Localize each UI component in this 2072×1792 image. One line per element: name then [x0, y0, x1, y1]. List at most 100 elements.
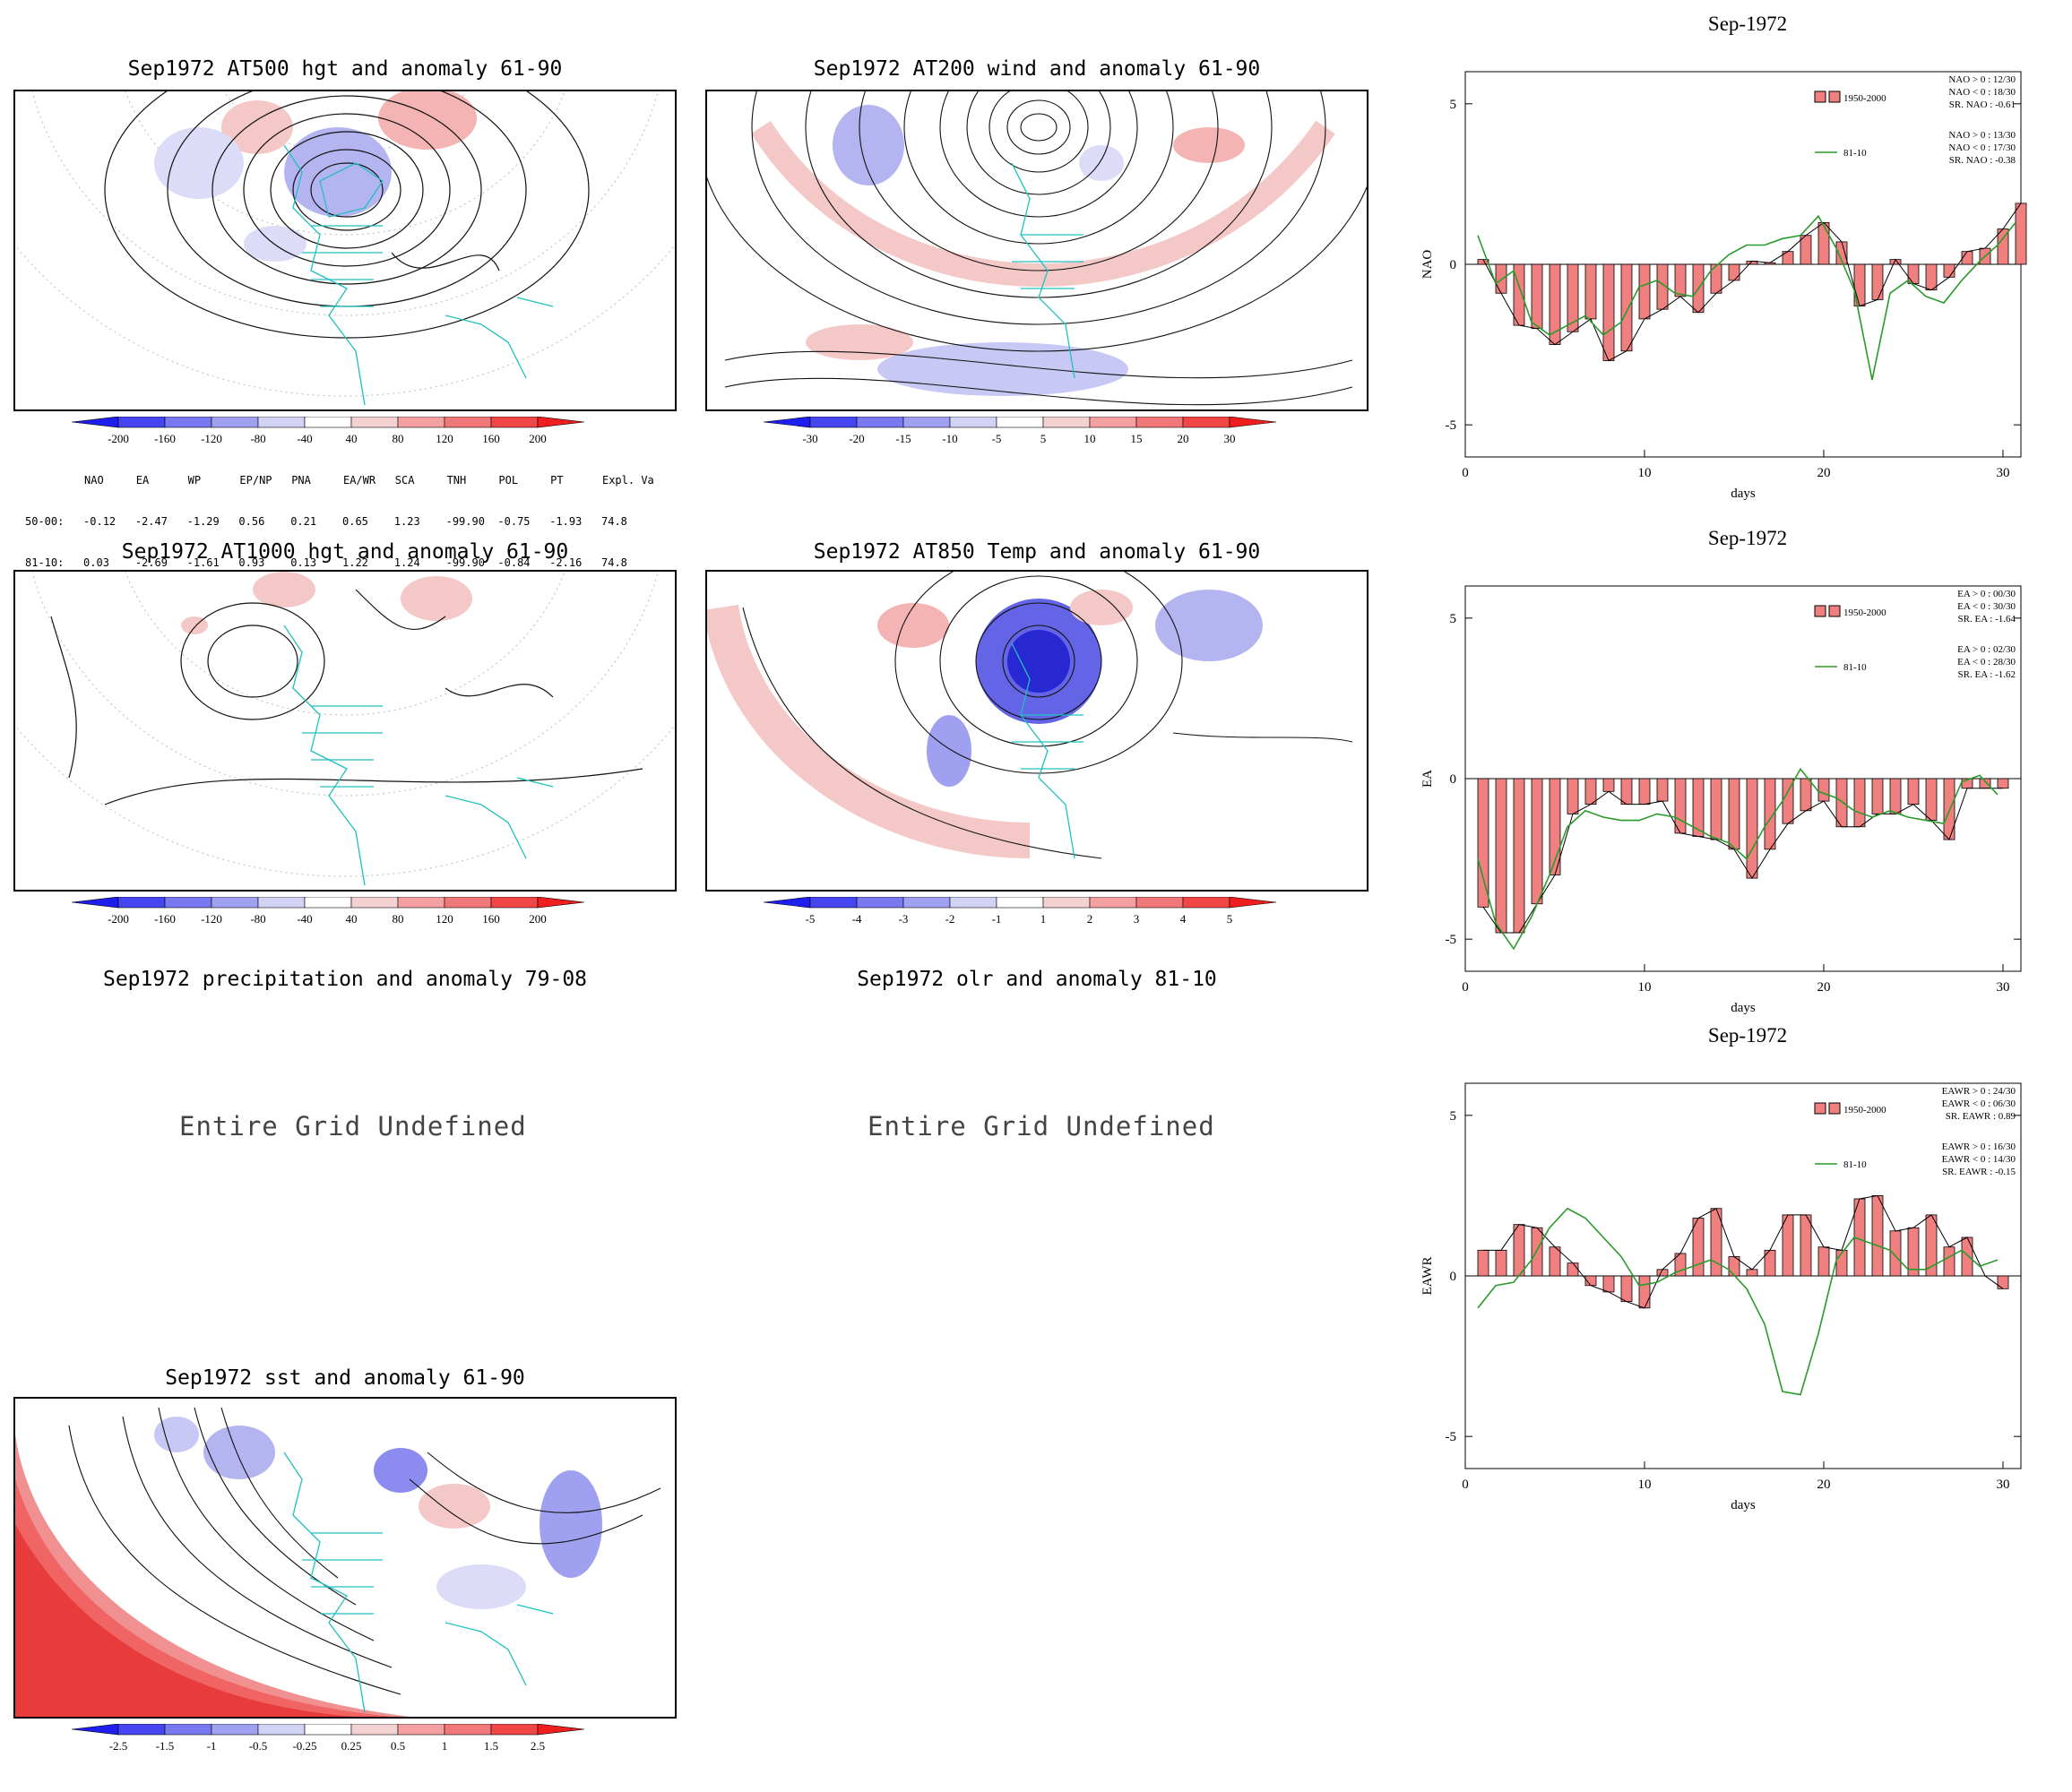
colorbar-swatch: [211, 417, 259, 428]
y-tick-label: 0: [1450, 1270, 1457, 1284]
bar: [1800, 235, 1812, 265]
colorbar-z1000: -200 -160 -120 -80 -40 40 80 120 160 200: [71, 897, 585, 926]
bar: [1602, 263, 1615, 361]
colorbar-swatch: [211, 1724, 259, 1736]
colorbar-swatch: [490, 897, 539, 909]
chart-title-ea: Sep-1972: [1707, 527, 1788, 549]
bar: [1638, 1275, 1651, 1309]
colorbar-tick-label: 40: [346, 432, 358, 445]
bar: [1943, 1246, 1955, 1277]
bar: [1728, 778, 1740, 850]
colorbar-swatch: [1089, 417, 1137, 428]
colorbar-tick-label: -5: [806, 912, 816, 926]
bar: [1495, 263, 1507, 294]
bar: [1620, 263, 1633, 352]
legend-stat: NAO < 0 : 18/30: [1948, 87, 2016, 98]
colorbar-sst: -2.5 -1.5 -1 -0.5 -0.25 0.25 0.5 1 1.5 2.5: [71, 1724, 585, 1753]
colorbar-swatch: [211, 897, 259, 909]
chart-eawr: 0 10 20 30 5 0 -5 days EAWR 1950-2000 81-10 EAWR > …: [1420, 1082, 2022, 1512]
teleconnection-header: NAO EA WP EP/NP PNA EA/WR SCA TNH POL PT…: [84, 474, 654, 487]
map-title-sst: Sep1972 sst and anomaly 61-90: [165, 1366, 525, 1390]
colorbar-tick-label: -120: [201, 432, 222, 445]
bar: [1907, 1227, 1920, 1277]
bar: [1871, 263, 1884, 300]
bar: [1531, 778, 1543, 905]
x-tick-label: 20: [1817, 1478, 1831, 1492]
colorbar-swatch: [444, 897, 492, 909]
y-axis-label: EA: [1420, 770, 1435, 788]
colorbar-arrow-left: [71, 417, 119, 428]
bar: [1925, 778, 1938, 821]
x-tick-label: 30: [1997, 466, 2010, 480]
bar: [1853, 778, 1866, 828]
bar: [1710, 778, 1722, 840]
map-title-z500: Sep1972 AT500 hgt and anomaly 61-90: [127, 57, 563, 81]
legend-bar-swatch: [1814, 1102, 1826, 1115]
colorbar-swatch: [164, 897, 212, 909]
colorbar-tick-label: 4: [1180, 912, 1187, 926]
colorbar-swatch: [304, 417, 352, 428]
map-z1000-plot: [15, 572, 675, 886]
bar: [1997, 1275, 2009, 1289]
legend-stat: NAO > 0 : 12/30: [1948, 74, 2016, 85]
bar: [1997, 778, 2009, 789]
map-z1000: [13, 570, 677, 892]
colorbar-tick-label: -200: [108, 912, 129, 926]
colorbar-arrow-right: [1229, 897, 1277, 909]
colorbar-swatch: [1089, 897, 1137, 909]
colorbar-tick-label: 40: [346, 912, 358, 926]
map-title-z1000: Sep1972 AT1000 hgt and anomaly 61-90: [121, 540, 569, 564]
x-tick-label: 20: [1817, 466, 1831, 480]
colorbar-swatch: [902, 417, 951, 428]
colorbar-swatch: [257, 1724, 306, 1736]
bar: [1746, 778, 1758, 879]
bar: [1800, 1214, 1812, 1277]
series-line-81-10: [1477, 1207, 1999, 1396]
colorbar-swatch: [996, 417, 1044, 428]
colorbar-swatch: [304, 897, 352, 909]
bar: [1907, 778, 1920, 806]
bar: [1638, 778, 1651, 806]
legend-bar-swatch: [1814, 90, 1826, 103]
teleconnection-row: 50-00: -0.12 -2.47 -1.29 0.56 0.21 0.65 …: [25, 515, 653, 528]
legend-stat: EA < 0 : 30/30: [1957, 601, 2016, 612]
x-axis-label: days: [1731, 487, 1756, 501]
bar: [1620, 778, 1633, 806]
colorbar-tick-label: -20: [849, 432, 864, 445]
y-tick-label: 0: [1450, 258, 1457, 272]
y-tick-label: 5: [1450, 612, 1457, 626]
colorbar-tick-label: -200: [108, 432, 129, 445]
colorbar-t850: -5 -4 -3 -2 -1 1 2 3 4 5: [763, 897, 1277, 926]
map-title-olr: Sep1972 olr and anomaly 81-10: [857, 968, 1217, 991]
colorbar-swatch: [444, 1724, 492, 1736]
colorbar-tick-label: -2: [945, 912, 955, 926]
bar: [1531, 1227, 1543, 1277]
colorbar-tick-label: 120: [436, 912, 453, 926]
colorbar-tick-label: 1: [442, 1739, 448, 1753]
x-tick-label: 0: [1462, 980, 1469, 995]
bar: [1961, 1236, 1973, 1277]
y-tick-label: 5: [1450, 1109, 1457, 1124]
bar: [1889, 778, 1902, 814]
colorbar-tick-label: 5: [1040, 432, 1047, 445]
colorbar-arrow-left: [763, 417, 811, 428]
legend-bar-swatch: [1828, 90, 1841, 103]
bar: [1800, 778, 1812, 812]
legend-stat: SR. NAO : -0.38: [1949, 155, 2016, 166]
legend-stat: SR. EAWR : 0.89: [1946, 1111, 2016, 1122]
colorbar-swatch: [397, 897, 445, 909]
bar-envelope-line: [1483, 1194, 2004, 1309]
colorbar-tick-label: 0.25: [341, 1739, 362, 1753]
colorbar-arrow-right: [1229, 417, 1277, 428]
chart-title-eawr: Sep-1972: [1707, 1024, 1788, 1047]
legend-stat: EAWR < 0 : 06/30: [1942, 1098, 2016, 1109]
colorbar-swatch: [1042, 897, 1091, 909]
bar: [1513, 778, 1525, 934]
legend-bar-label: 1950-2000: [1843, 1105, 1886, 1116]
colorbar-tick-label: 80: [393, 912, 404, 926]
legend-stat: EA > 0 : 00/30: [1957, 589, 2016, 599]
colorbar-swatch: [397, 1724, 445, 1736]
colorbar-tick-label: 1.5: [484, 1739, 498, 1753]
colorbar-tick-label: 20: [1178, 432, 1189, 445]
colorbar-swatch: [1135, 897, 1184, 909]
